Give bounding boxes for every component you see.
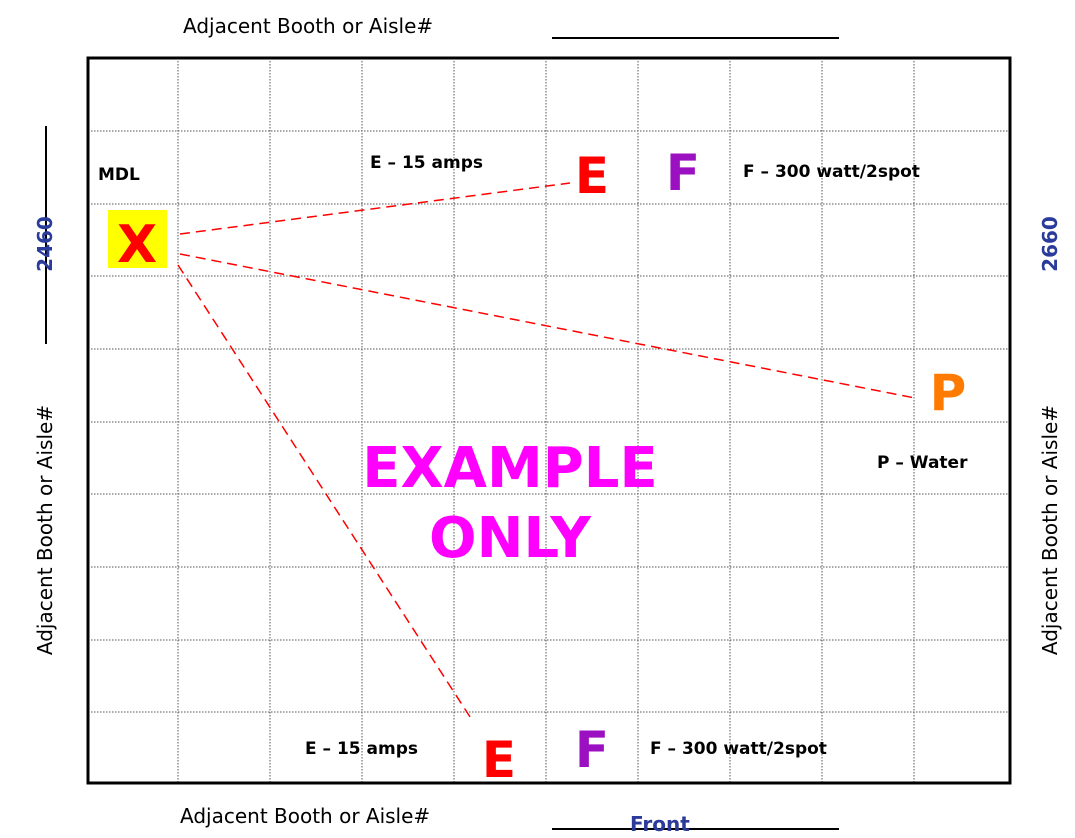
f-top-description: F – 300 watt/2spot <box>743 162 920 182</box>
watermark-line-2: ONLY <box>429 506 592 571</box>
x-marker-highlight <box>108 210 167 268</box>
f-top-marker: F <box>666 144 700 202</box>
grid-lines <box>88 58 1010 783</box>
front-label: Front <box>630 812 690 836</box>
e-top-description: E – 15 amps <box>370 153 483 173</box>
bottom-adjacent-label: Adjacent Booth or Aisle# <box>180 804 431 828</box>
e-bottom-description: E – 15 amps <box>305 739 418 759</box>
top-adjacent-label: Adjacent Booth or Aisle# <box>183 14 434 38</box>
top-adjacent-line <box>552 37 839 39</box>
watermark-line-1: EXAMPLE <box>362 436 657 501</box>
e-top-marker: E <box>575 147 609 205</box>
booth-border <box>86 56 1012 785</box>
f-bottom-marker: F <box>575 721 609 779</box>
left-adjacent-line <box>45 126 47 344</box>
f-bottom-description: F – 300 watt/2spot <box>650 739 827 759</box>
bottom-adjacent-line <box>552 828 839 830</box>
mdl-label: MDL <box>98 165 140 185</box>
p-description: P – Water <box>877 453 968 473</box>
e-bottom-marker: E <box>482 731 516 789</box>
connection-lines <box>177 182 916 721</box>
p-marker: P <box>930 364 967 422</box>
x-marker: X <box>117 215 157 275</box>
